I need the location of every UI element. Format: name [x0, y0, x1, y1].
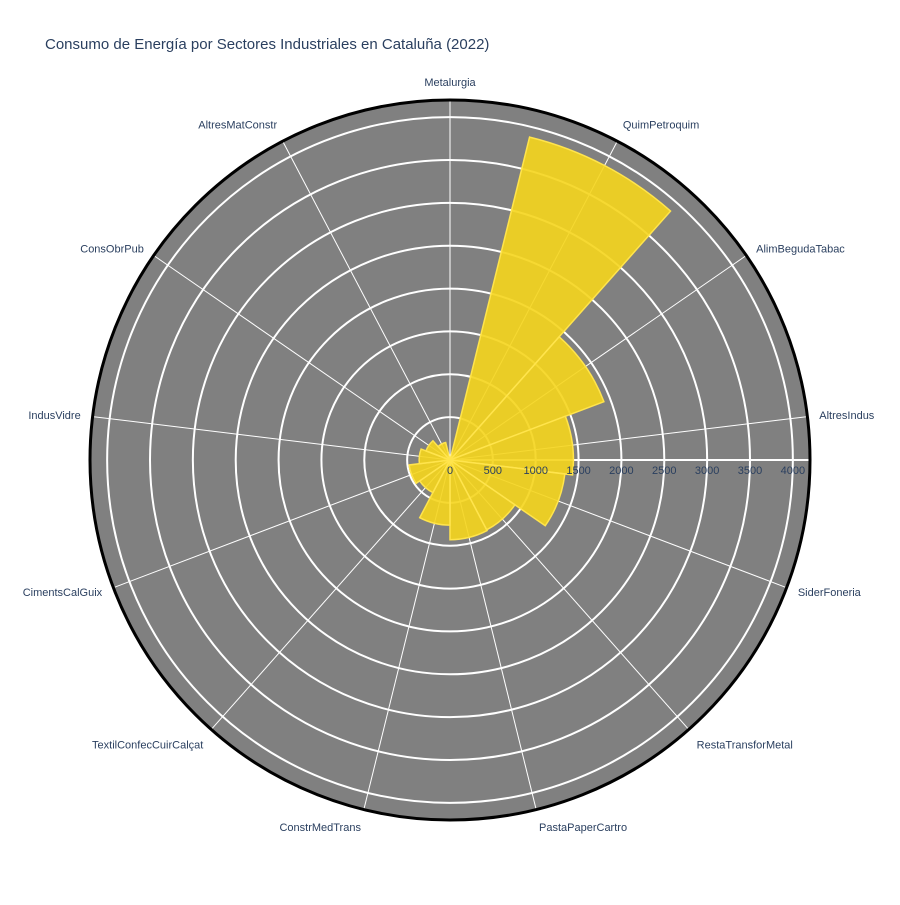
polar-outline — [88, 98, 812, 822]
category-label-PastaPaperCartro: PastaPaperCartro — [539, 822, 627, 834]
category-label-AltresMatConstr: AltresMatConstr — [198, 120, 277, 132]
radial-tick-label: 3500 — [738, 465, 762, 477]
bar-ConstrMedTrans[interactable] — [418, 459, 451, 526]
radial-tick-label: 3000 — [695, 465, 719, 477]
bar-IndusVidre[interactable] — [418, 448, 451, 465]
category-label-TextilConfecCuirCalçat: TextilConfecCuirCalçat — [92, 739, 203, 751]
category-label-AlimBegudaTabac: AlimBegudaTabac — [756, 244, 845, 256]
chart-title: Consumo de Energía por Sectores Industri… — [45, 36, 490, 53]
polar-outer-border — [88, 98, 812, 822]
bar-AltresMatConstr[interactable] — [437, 441, 451, 461]
angular-gridline — [210, 459, 451, 730]
category-label-ConsObrPub: ConsObrPub — [80, 244, 144, 256]
bar-AltresIndus[interactable] — [449, 415, 575, 476]
category-label-Metalurgia: Metalurgia — [424, 77, 476, 89]
polar-bars — [408, 136, 672, 541]
radial-tick-label: 1500 — [566, 465, 590, 477]
category-label-SiderFoneria: SiderFoneria — [798, 587, 862, 599]
radial-tick-label: 4000 — [781, 465, 805, 477]
bar-CimentsCalGuix[interactable] — [408, 459, 451, 485]
angular-gridline — [113, 459, 451, 589]
bar-ConsObrPub[interactable] — [424, 439, 451, 461]
category-label-RestaTransforMetal: RestaTransforMetal — [697, 739, 793, 751]
category-label-ConstrMedTrans: ConstrMedTrans — [279, 822, 361, 834]
category-label-IndusVidre: IndusVidre — [28, 410, 80, 422]
bar-SiderFoneria[interactable] — [449, 459, 566, 527]
radial-tick-label: 2500 — [652, 465, 676, 477]
radial-tick-label: 1000 — [523, 465, 547, 477]
bar-PastaPaperCartro[interactable] — [449, 459, 489, 541]
polar-labels: 0 500 1000 1500 2000 2500 3000 3500 4000 Metalurg… — [23, 77, 875, 834]
bar-AlimBegudaTabac[interactable] — [449, 335, 605, 461]
angular-gridline — [282, 141, 451, 461]
radial-tick-label: 500 — [484, 465, 502, 477]
radial-tick-label: 2000 — [609, 465, 633, 477]
category-label-QuimPetroquim: QuimPetroquim — [623, 120, 699, 132]
angular-gridline — [92, 416, 451, 461]
radial-tick-label: 0 — [447, 465, 453, 477]
category-label-AltresIndus: AltresIndus — [819, 410, 875, 422]
bar-QuimPetroquim[interactable] — [449, 136, 672, 461]
category-label-CimentsCalGuix: CimentsCalGuix — [23, 587, 103, 599]
angular-gridline — [153, 255, 451, 461]
